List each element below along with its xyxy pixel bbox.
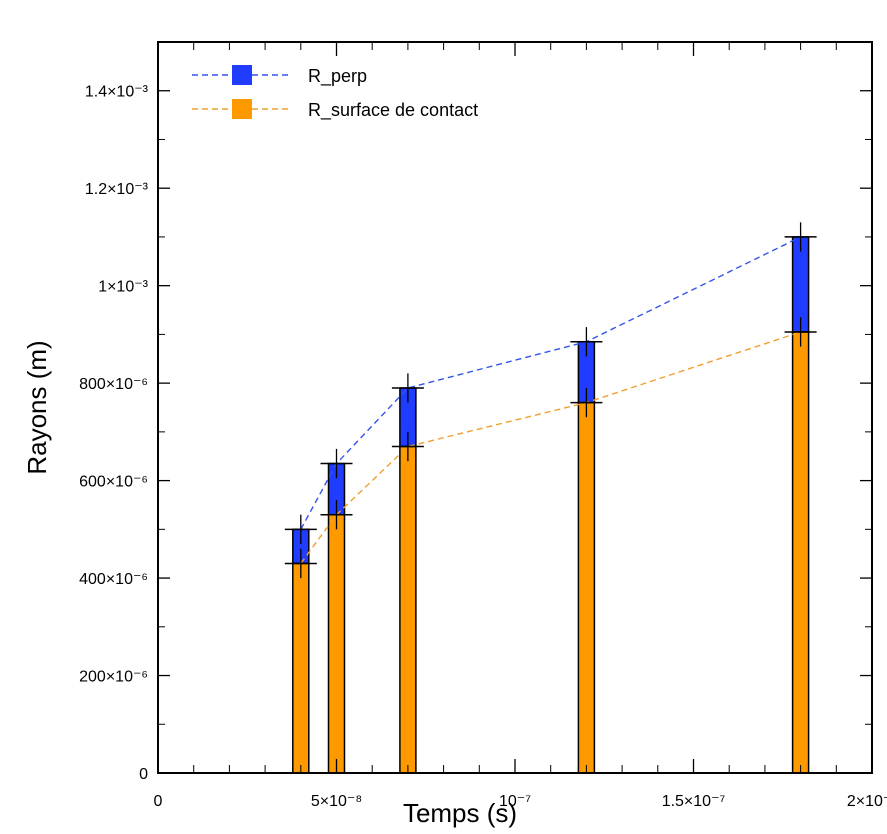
legend: R_perp R_surface de contact [192, 65, 478, 121]
legend-label: R_surface de contact [308, 100, 478, 121]
legend-label: R_perp [308, 66, 367, 87]
bar-r-surface [577, 401, 596, 774]
bar-r-surface [292, 562, 310, 774]
y-tick-label: 400×10⁻⁶ [79, 571, 148, 588]
y-axis-title: Rayons (m) [22, 340, 52, 474]
y-tick-label: 800×10⁻⁶ [79, 376, 148, 393]
y-tick-label: 1.2×10⁻³ [85, 181, 149, 198]
axes-layer: 0 200×10⁻⁶ 400×10⁻⁶ 600×10⁻⁶ 800×10⁻⁶ 1×10⁻³ 1… [22, 41, 887, 828]
series-line-r-perp [300, 236, 801, 530]
x-tick-label: 0 [154, 793, 163, 810]
legend-swatch [232, 99, 252, 119]
bar-r-surface [327, 513, 346, 774]
x-tick-label: 2×10⁻⁷ [847, 793, 887, 810]
series-lines-layer [300, 236, 801, 564]
legend-swatch [232, 65, 252, 85]
y-tick-label: 1×10⁻³ [98, 279, 148, 296]
x-tick-label: 5×10⁻⁸ [311, 793, 362, 810]
x-tick-label: 10⁻⁷ [499, 793, 531, 810]
plot-frame [157, 41, 873, 774]
y-tick-label: 600×10⁻⁶ [79, 474, 148, 491]
error-bars-layer [284, 222, 817, 579]
y-tick-label: 0 [139, 766, 148, 783]
bar-r-surface [791, 331, 810, 774]
y-tick-label: 200×10⁻⁶ [79, 669, 148, 686]
series-line-r-surface [300, 331, 801, 564]
x-axis-title: Temps (s) [403, 798, 517, 828]
y-tick-label: 1.4×10⁻³ [85, 84, 149, 101]
x-tick-label: 1.5×10⁻⁷ [662, 793, 726, 810]
bar-r-surface [399, 445, 417, 774]
bars-layer [292, 236, 810, 774]
